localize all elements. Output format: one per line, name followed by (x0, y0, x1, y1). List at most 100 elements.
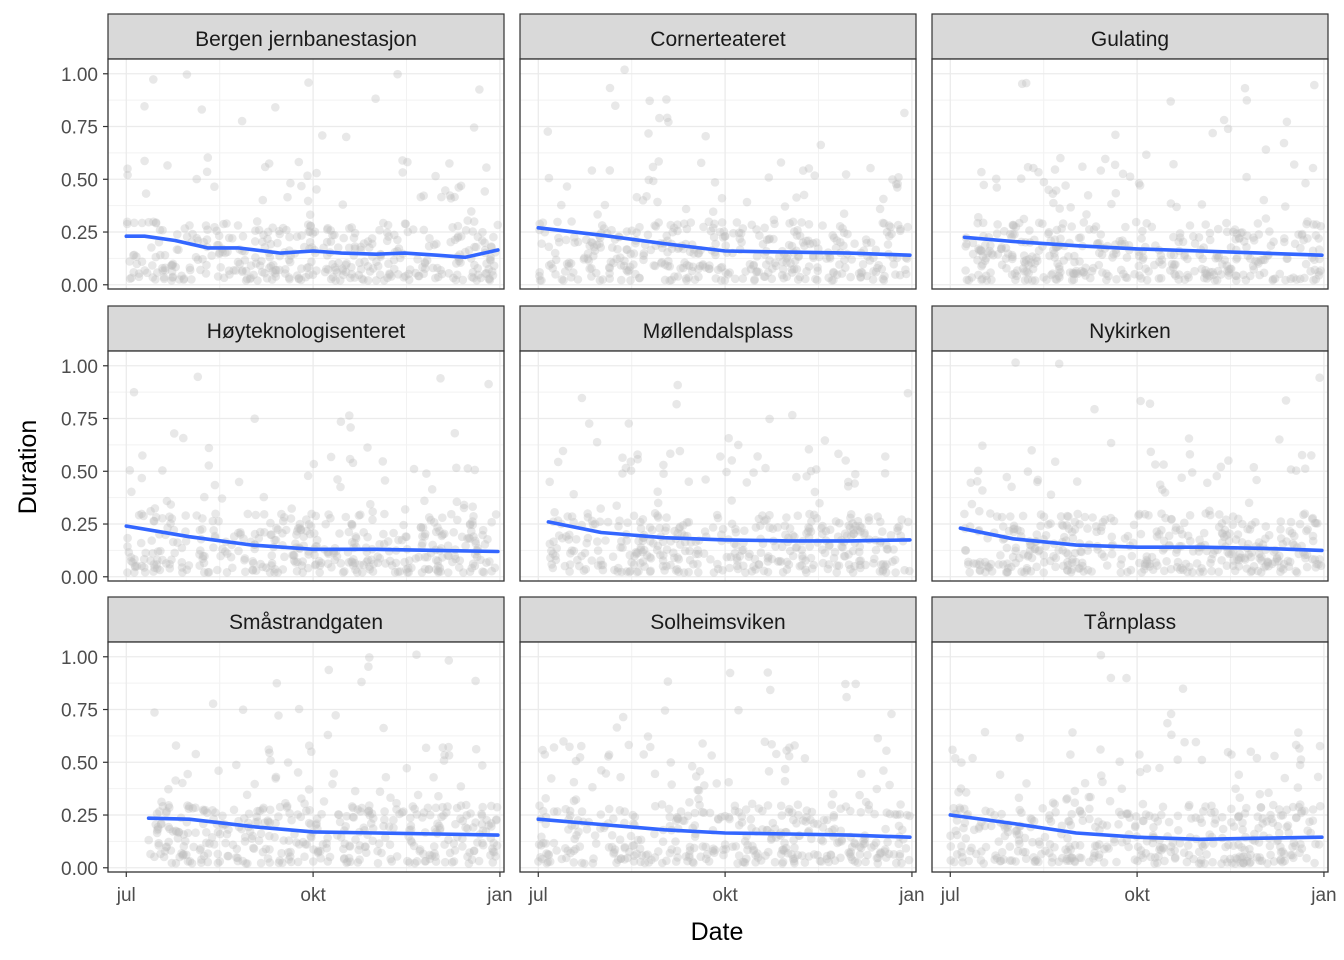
data-point (1091, 522, 1101, 531)
data-point (303, 220, 313, 229)
data-point (266, 756, 275, 765)
data-point (174, 827, 184, 837)
data-point (1024, 254, 1034, 264)
data-point (610, 565, 619, 575)
data-point (425, 850, 435, 860)
data-point (618, 712, 628, 722)
data-point (1083, 546, 1092, 555)
data-point (306, 221, 315, 231)
data-point (968, 238, 978, 248)
data-point (751, 858, 760, 867)
data-point (625, 262, 635, 272)
data-point (384, 259, 393, 269)
data-point (693, 546, 702, 555)
data-point (402, 763, 412, 773)
data-point (472, 552, 482, 562)
data-point (1044, 814, 1054, 824)
data-point (293, 557, 302, 567)
data-point (1303, 217, 1312, 226)
data-point (469, 273, 478, 283)
data-point (185, 265, 195, 275)
data-point (403, 856, 412, 866)
data-point (1203, 478, 1212, 488)
data-point (996, 856, 1006, 866)
data-point (477, 811, 487, 820)
smooth-line-group (124, 234, 500, 260)
data-point (274, 858, 284, 868)
data-point (151, 820, 160, 829)
data-point (1310, 555, 1320, 564)
data-point (311, 820, 321, 830)
data-point (458, 275, 468, 285)
data-point (880, 562, 890, 571)
data-point (1067, 275, 1077, 285)
data-point (689, 858, 698, 868)
data-point (713, 814, 723, 824)
data-point (1256, 803, 1266, 812)
data-point (1000, 226, 1009, 236)
data-point (582, 235, 591, 244)
data-point (1247, 566, 1257, 576)
data-point (598, 275, 608, 284)
data-point (1159, 536, 1169, 546)
data-point (1158, 802, 1168, 812)
data-point (373, 552, 383, 561)
data-point (961, 834, 971, 843)
data-point (129, 251, 138, 260)
data-point (577, 858, 587, 868)
data-point (1306, 828, 1315, 838)
data-point (1022, 565, 1032, 575)
data-point (1230, 225, 1240, 234)
data-point (268, 267, 278, 276)
data-point (1021, 847, 1030, 857)
x-tick-label: jul (940, 885, 960, 906)
data-point (265, 263, 274, 273)
data-point (1063, 565, 1072, 575)
data-point (1265, 227, 1274, 236)
data-point (399, 273, 409, 282)
data-point (1175, 525, 1185, 535)
data-point (654, 218, 663, 227)
data-point (1195, 567, 1205, 577)
data-point (403, 568, 412, 577)
data-point (589, 243, 599, 252)
data-point (604, 263, 614, 272)
data-point (958, 858, 967, 867)
data-point (617, 537, 626, 546)
data-point (639, 251, 648, 260)
data-point (198, 514, 207, 523)
data-point (171, 826, 180, 836)
data-point (689, 559, 698, 569)
data-point (689, 249, 698, 258)
data-point (1232, 229, 1242, 238)
data-point (631, 269, 640, 279)
data-point (780, 764, 790, 774)
data-point (127, 487, 136, 497)
data-point (684, 261, 694, 271)
data-point (825, 525, 835, 534)
data-point (625, 550, 635, 560)
data-point (973, 477, 982, 486)
data-point (825, 252, 835, 262)
data-point (620, 842, 629, 852)
data-point (1190, 239, 1200, 248)
data-point (400, 219, 410, 228)
data-point (889, 850, 899, 859)
data-point (673, 814, 683, 823)
data-point (266, 261, 276, 271)
data-point (1051, 807, 1060, 817)
data-point (284, 836, 294, 845)
data-point (770, 219, 779, 229)
data-point (721, 241, 730, 250)
data-point (1013, 266, 1022, 275)
data-point (793, 226, 802, 235)
data-point (1311, 275, 1321, 284)
data-point (609, 849, 618, 858)
data-point (733, 564, 743, 574)
data-point (1012, 271, 1022, 281)
data-point (461, 226, 471, 235)
data-point (153, 822, 163, 832)
data-point (1175, 229, 1185, 238)
smooth-line (536, 817, 912, 840)
data-point (724, 812, 734, 822)
